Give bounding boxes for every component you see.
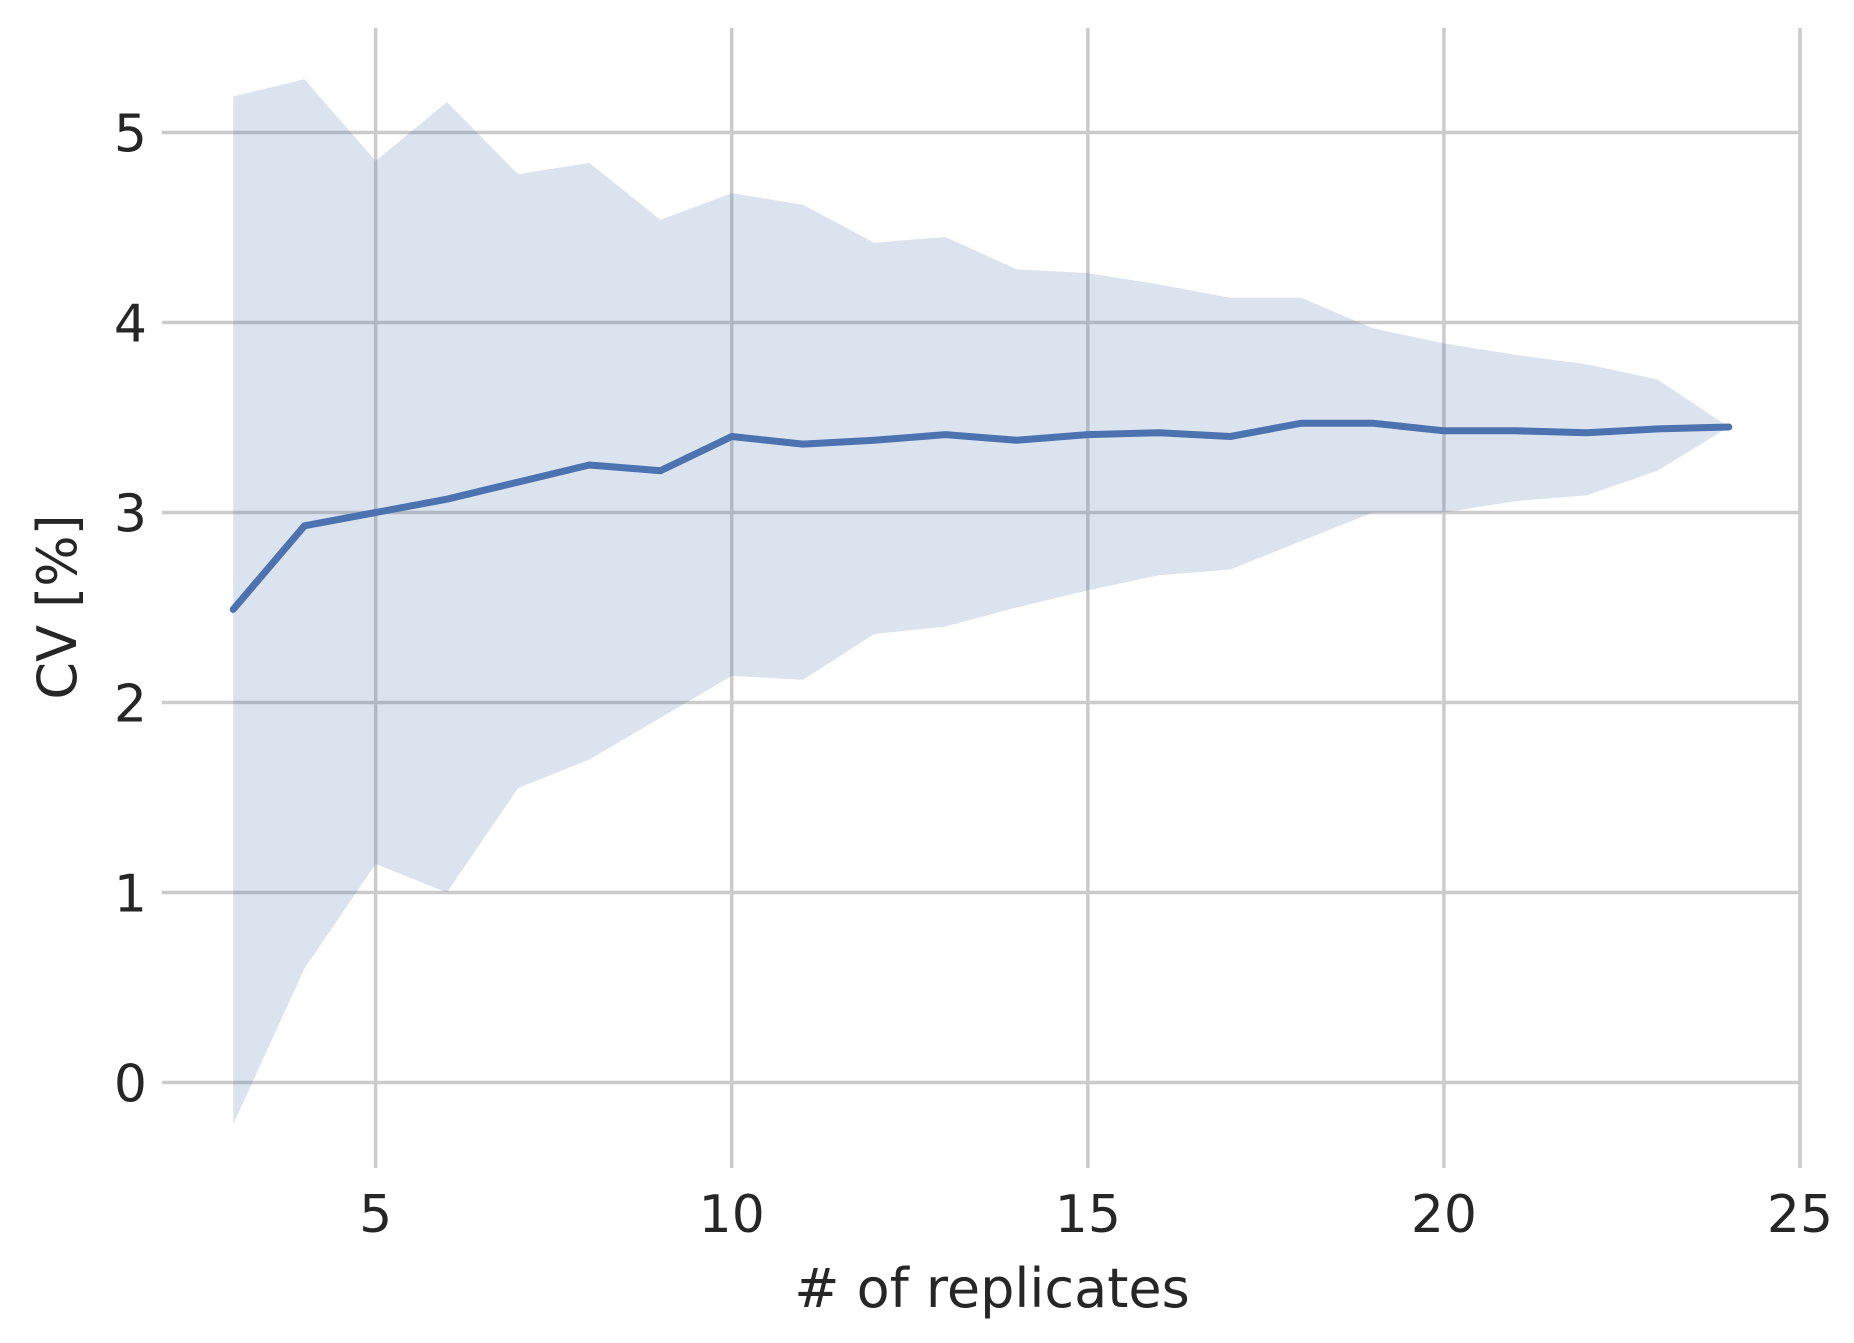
x-tick-label: 15 bbox=[1055, 1185, 1121, 1245]
confidence-band-layer bbox=[233, 79, 1729, 1125]
x-axis-label: # of replicates bbox=[794, 1257, 1189, 1320]
y-tick-label: 1 bbox=[114, 865, 147, 925]
confidence-band bbox=[233, 79, 1729, 1125]
x-tick-label: 10 bbox=[699, 1185, 765, 1245]
x-tick-label: 5 bbox=[359, 1185, 392, 1245]
y-tick-label: 5 bbox=[114, 105, 147, 165]
mean-line bbox=[229, 419, 1733, 613]
y-axis-label: CV [%] bbox=[26, 514, 89, 699]
y-tick-label: 4 bbox=[114, 295, 147, 355]
mean-line-layer bbox=[229, 419, 1733, 613]
tick-labels: 5 10 15 20 25 0 1 2 3 4 5 bbox=[114, 105, 1833, 1246]
x-tick-label: 20 bbox=[1411, 1185, 1477, 1245]
y-tick-label: 0 bbox=[114, 1055, 147, 1115]
grid bbox=[162, 28, 1802, 1168]
y-tick-label: 2 bbox=[114, 675, 147, 735]
x-tick-label: 25 bbox=[1767, 1185, 1833, 1245]
y-tick-label: 3 bbox=[114, 485, 147, 545]
